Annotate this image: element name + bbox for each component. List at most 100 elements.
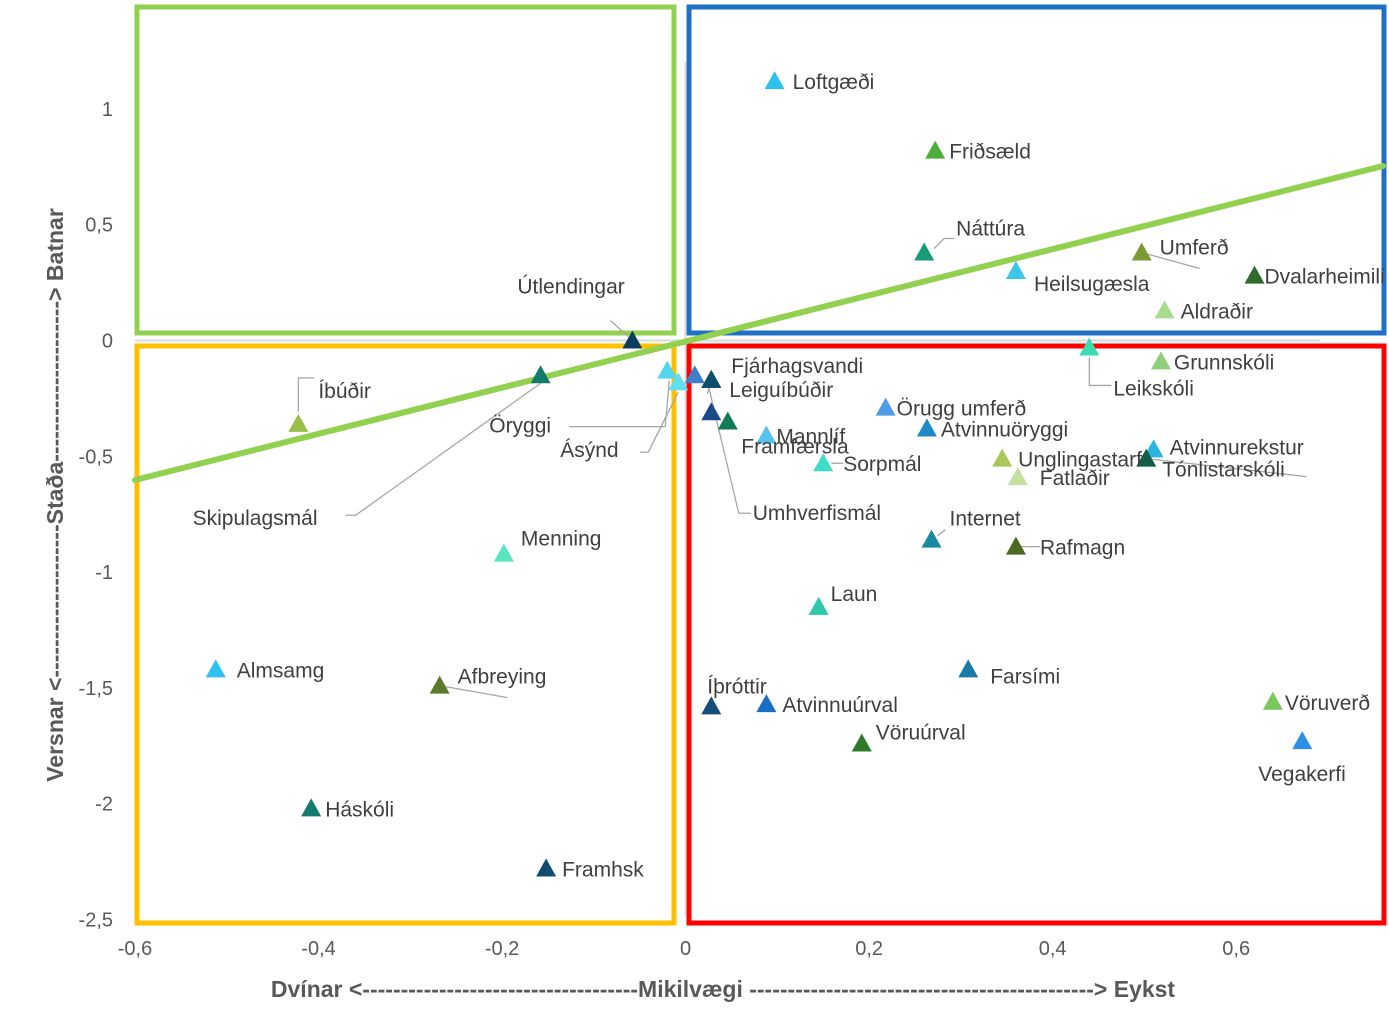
point-label: Grunnskóli	[1174, 351, 1274, 374]
point-label: Atvinnurekstur	[1170, 436, 1304, 459]
point-label: Háskóli	[325, 798, 394, 821]
leader-line	[1088, 357, 1112, 387]
data-point	[701, 369, 722, 388]
data-point	[925, 140, 946, 159]
y-tick-label: 0,5	[85, 215, 113, 237]
data-point	[684, 365, 705, 384]
data-point	[875, 397, 896, 416]
data-point	[921, 529, 942, 548]
point-label: Fjárhagsvandi	[731, 355, 863, 378]
leader-line	[439, 684, 508, 699]
data-point	[288, 413, 309, 432]
point-label: Vöruverð	[1285, 692, 1370, 715]
data-point	[916, 418, 937, 437]
leader-line	[345, 382, 541, 516]
leader-line	[609, 320, 629, 337]
x-tick-label: -0,4	[301, 938, 335, 960]
data-point	[958, 659, 979, 678]
point-label: Vöruúrval	[876, 721, 966, 744]
x-tick-label: -0,6	[118, 938, 152, 960]
quadrant-bottom-left	[134, 343, 677, 926]
data-point	[808, 596, 829, 615]
y-tick-label: -0,5	[79, 446, 113, 468]
data-point	[1136, 448, 1157, 467]
point-label: Íþróttir	[707, 675, 767, 698]
point-label: Loftgæði	[793, 71, 875, 94]
quadrant-top-right	[686, 4, 1387, 336]
point-label: Tónlistarskóli	[1162, 459, 1285, 482]
point-label: Dvalarheimili	[1265, 266, 1385, 289]
data-point	[717, 411, 738, 430]
point-label: Leikskóli	[1113, 377, 1194, 400]
data-point	[657, 360, 678, 379]
quadrant-top-left	[134, 4, 677, 336]
data-point	[1262, 691, 1283, 710]
point-label: Ásýnd	[560, 439, 618, 462]
y-tick-label: 0	[102, 331, 113, 353]
data-point	[530, 365, 551, 384]
quadrant-bottom-right	[686, 343, 1387, 926]
data-point	[851, 733, 872, 752]
data-point	[1150, 351, 1171, 370]
point-label: Vegakerfi	[1258, 763, 1346, 786]
point-label: Laun	[831, 583, 878, 606]
point-label: Heilsugæsla	[1034, 273, 1150, 296]
point-label: Íbúðir	[318, 380, 371, 403]
axes: -0,6 -0,4 -0,2 0 0,2 0,4 0,6 -2,5 -2 -1,5 -1 -0,5 0 0…	[79, 62, 1320, 960]
data-point	[1005, 536, 1026, 555]
point-label: Farsími	[990, 665, 1060, 688]
point-label: Náttúra	[956, 217, 1025, 240]
leader-line	[569, 380, 670, 428]
point-label: Leiguíbúðir	[729, 379, 833, 402]
leader-line	[937, 529, 946, 537]
leader-line	[1146, 457, 1307, 478]
point-label: Aldraðir	[1181, 300, 1253, 323]
data-point	[429, 675, 450, 694]
point-label: Umferð	[1160, 236, 1229, 259]
trendline-line	[132, 163, 1386, 483]
point-label: Internet	[950, 508, 1021, 531]
point-label: Unglingastarf	[1018, 449, 1142, 472]
data-point	[1079, 337, 1100, 356]
data-point	[536, 858, 557, 877]
point-label: Almsamg	[237, 659, 325, 682]
point-label: Sorpmál	[843, 453, 921, 476]
data-point	[701, 402, 722, 421]
data-point	[914, 242, 935, 261]
y-tick-label: -1,5	[79, 678, 113, 700]
y-tick-label: -2,5	[79, 910, 113, 932]
leader-lines	[297, 237, 1307, 699]
y-tick-label: -1	[95, 562, 113, 584]
leader-line	[640, 391, 679, 453]
point-label: Skipulagsmál	[193, 507, 318, 530]
x-tick-label: 0,6	[1222, 938, 1250, 960]
point-label: Útlendingar	[517, 276, 624, 299]
data-point	[205, 659, 226, 678]
point-label: Rafmagn	[1040, 537, 1125, 560]
point-labels: Loftgæði Friðsæld Náttúra Heilsugæsla Umferð…	[193, 71, 1385, 881]
x-tick-label: 0,4	[1039, 938, 1067, 960]
data-point	[992, 448, 1013, 467]
data-point	[764, 71, 785, 90]
data-point	[813, 453, 834, 472]
data-point	[1007, 467, 1028, 486]
leader-line	[933, 237, 955, 249]
data-point	[1154, 300, 1175, 319]
point-label: Atvinnuöryggi	[941, 419, 1068, 442]
data-point	[1244, 265, 1265, 284]
data-point	[701, 696, 722, 715]
point-label: Menning	[521, 528, 602, 551]
x-tick-label: 0,2	[855, 938, 883, 960]
point-label: Umhverfismál	[753, 502, 881, 525]
data-point	[493, 543, 514, 562]
point-label: Öryggi	[489, 415, 551, 438]
point-label: Framhsk	[562, 859, 644, 882]
point-label: Friðsæld	[949, 141, 1031, 164]
data-point	[1292, 731, 1313, 750]
point-label: Atvinnuúrval	[782, 694, 898, 717]
y-axis-title: Versnar <--------------------Staða------…	[42, 208, 68, 782]
data-point	[622, 330, 643, 349]
point-label: Mannlíf	[776, 425, 845, 448]
quadrant-boxes	[134, 4, 1387, 926]
